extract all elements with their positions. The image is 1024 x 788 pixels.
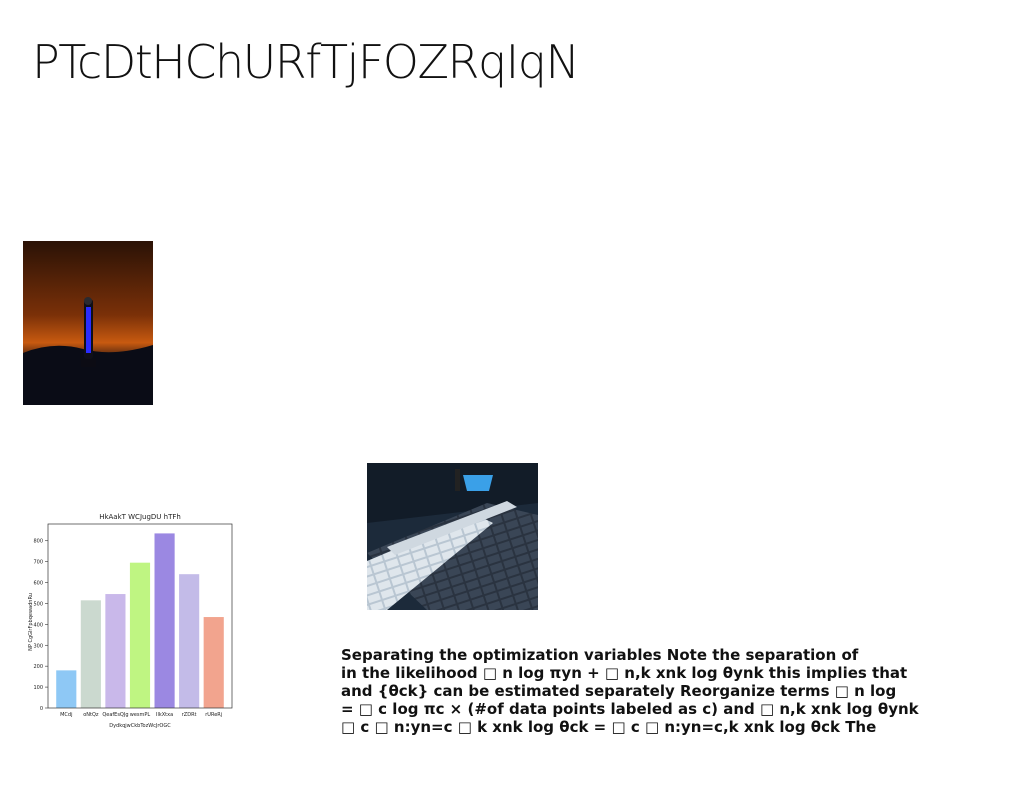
plot-frame <box>47 523 233 709</box>
chart-title: HkAakT WCJugDU hTFh <box>99 513 181 521</box>
paragraph-line: □ c □ n:yn=c □ k xnk log θck = □ c □ n:y… <box>341 718 877 736</box>
bar-wesmPL <box>129 562 151 708</box>
paragraph-line: = □ c log πc × (#of data points labeled … <box>341 700 919 718</box>
tower-at-dusk-photo <box>23 241 153 405</box>
y-tick-label: 100 <box>33 685 43 691</box>
paragraph-line: Separating the optimization variables No… <box>341 646 859 664</box>
bar-rUReRj <box>203 617 224 708</box>
y-tick-label: 200 <box>33 664 43 670</box>
y-tick-label: 600 <box>33 581 43 587</box>
y-tick-label: 500 <box>33 601 43 607</box>
x-tick-label: rUReRj <box>205 712 222 718</box>
body-paragraph: Separating the optimization variables No… <box>341 646 981 736</box>
bar-MCdj <box>56 670 77 708</box>
bar-IlkXtxa <box>154 533 175 708</box>
y-axis-label: NP CgGlrFpbqewadnRu <box>28 593 34 651</box>
y-tick-label: 300 <box>33 643 43 649</box>
bar-chart: HkAakT WCJugDU hTFh NP CgGlrFpbqewadnRu … <box>28 513 233 729</box>
stone-stairs-photo <box>367 463 538 610</box>
y-tick-label: 800 <box>33 539 43 545</box>
x-tick-label: wesmPL <box>130 712 151 718</box>
bar-rZDRt <box>179 574 200 708</box>
paragraph-line: in the likelihood □ n log πyn + □ n,k xn… <box>341 664 908 682</box>
x-axis-label: DydkqjwCkbTozWcJrOGC <box>109 723 171 729</box>
y-tick-label: 700 <box>33 560 43 566</box>
x-tick-label: IlkXtxa <box>156 712 173 718</box>
y-tick-label: 400 <box>33 622 43 628</box>
x-tick-label: MCdj <box>60 712 72 718</box>
paragraph-line: and {θck} can be estimated separately Re… <box>341 682 897 700</box>
bar-QeafEsQJg <box>105 594 126 708</box>
x-tick-label: oNtQz <box>83 712 99 718</box>
y-tick-label: 0 <box>40 706 43 712</box>
bar-oNtQz <box>80 600 101 708</box>
page-title: PTcDtHChURfTjFOZRqIqN <box>32 35 580 89</box>
x-tick-label: QeafEsQJg <box>102 712 128 718</box>
x-tick-label: rZDRt <box>182 712 197 718</box>
